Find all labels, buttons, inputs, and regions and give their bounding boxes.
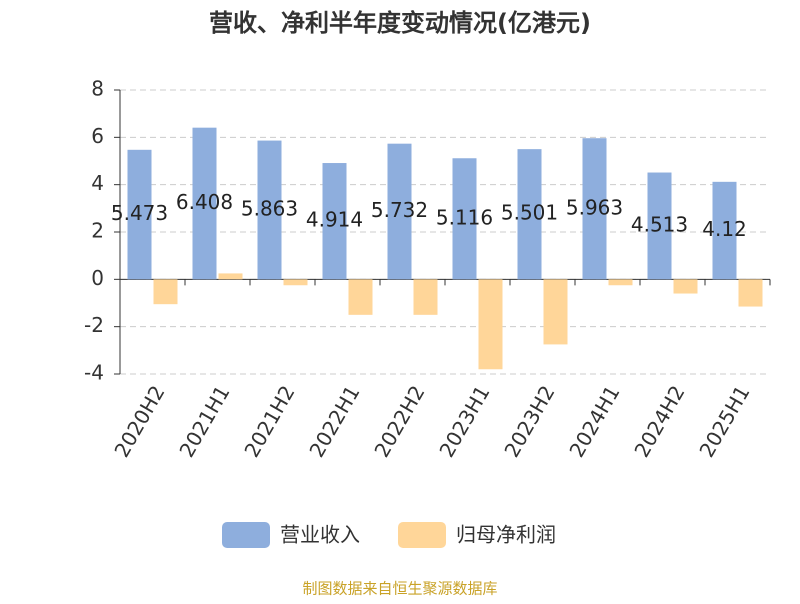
bar bbox=[387, 143, 412, 280]
source-note: 制图数据来自恒生聚源数据库 bbox=[302, 580, 497, 598]
bar bbox=[283, 279, 308, 286]
bar bbox=[218, 273, 243, 280]
bar bbox=[543, 279, 568, 345]
data-label: 4.513 bbox=[631, 212, 688, 236]
bar bbox=[517, 149, 542, 280]
legend-swatch bbox=[398, 522, 446, 548]
data-label: 5.116 bbox=[436, 205, 493, 229]
legend-swatch bbox=[222, 522, 270, 548]
x-tick-label: 2024H2 bbox=[629, 381, 689, 461]
bar bbox=[192, 127, 217, 280]
data-label: 6.408 bbox=[176, 190, 233, 214]
x-tick-label: 2025H1 bbox=[694, 381, 754, 461]
data-label: 5.501 bbox=[501, 201, 558, 225]
legend-label: 归母净利润 bbox=[456, 523, 556, 547]
x-tick-label: 2023H1 bbox=[434, 381, 494, 461]
data-label: 4.914 bbox=[306, 208, 363, 232]
data-label: 5.732 bbox=[371, 198, 428, 222]
bar bbox=[257, 140, 282, 280]
x-tick-label: 2023H2 bbox=[499, 381, 559, 461]
legend-label: 营业收入 bbox=[280, 523, 360, 547]
y-tick-label: 0 bbox=[91, 266, 104, 290]
x-tick-label: 2020H2 bbox=[109, 381, 169, 461]
bar bbox=[127, 149, 152, 280]
bar bbox=[673, 279, 698, 294]
data-label: 4.12 bbox=[702, 217, 747, 241]
data-label: 5.863 bbox=[241, 196, 298, 220]
bar bbox=[322, 163, 347, 280]
bar bbox=[478, 279, 503, 370]
chart-title: 营收、净利半年度变动情况(亿港元) bbox=[209, 9, 591, 37]
y-tick-label: 8 bbox=[91, 77, 104, 101]
bar bbox=[413, 279, 438, 315]
bar bbox=[582, 138, 607, 280]
y-tick-label: 6 bbox=[91, 124, 104, 148]
bar bbox=[647, 172, 672, 280]
bar bbox=[153, 279, 178, 305]
bar bbox=[712, 181, 737, 280]
y-tick-label: 2 bbox=[91, 219, 104, 243]
data-label: 5.473 bbox=[111, 201, 168, 225]
x-tick-label: 2022H1 bbox=[304, 381, 364, 461]
bar bbox=[738, 279, 763, 307]
x-tick-label: 2021H2 bbox=[239, 381, 299, 461]
y-tick-label: -2 bbox=[84, 313, 104, 337]
x-tick-label: 2024H1 bbox=[564, 381, 624, 461]
x-tick-label: 2022H2 bbox=[369, 381, 429, 461]
x-tick-label: 2021H1 bbox=[174, 381, 234, 461]
data-label: 5.963 bbox=[566, 195, 623, 219]
bar bbox=[608, 279, 633, 286]
y-tick-label: 4 bbox=[91, 171, 104, 195]
bar bbox=[452, 158, 477, 280]
bar bbox=[348, 279, 373, 315]
y-tick-label: -4 bbox=[84, 361, 104, 385]
